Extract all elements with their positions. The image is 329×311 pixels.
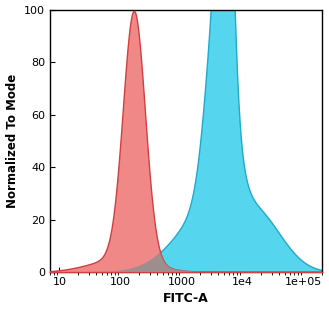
X-axis label: FITC-A: FITC-A <box>163 292 209 305</box>
Y-axis label: Normalized To Mode: Normalized To Mode <box>6 74 18 208</box>
